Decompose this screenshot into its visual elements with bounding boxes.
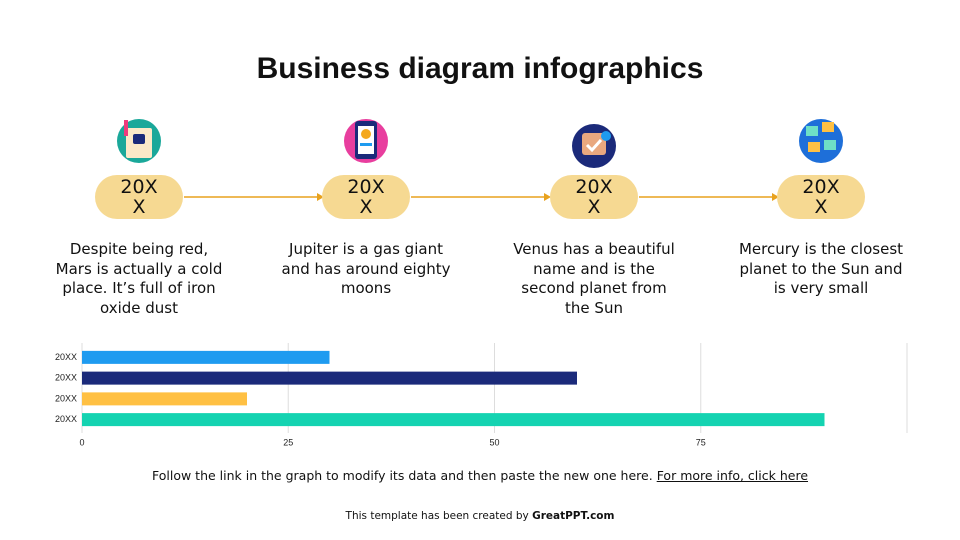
x-tick-label: 0 xyxy=(79,437,84,447)
credit-text: This template has been created by xyxy=(345,510,529,522)
year-label: 20XX xyxy=(575,176,613,218)
footer: Follow the link in the graph to modify i… xyxy=(0,468,960,483)
arrows xyxy=(184,193,779,201)
description: Venus has a beautiful name and is the se… xyxy=(513,240,675,317)
year-label: 20XX xyxy=(120,176,158,218)
credit-brand: GreatPPT.com xyxy=(532,510,615,522)
bar xyxy=(82,392,247,406)
year-pill: 20XX xyxy=(550,175,638,219)
icons xyxy=(117,119,843,168)
x-tick-label: 25 xyxy=(283,437,293,447)
footer-note: Follow the link in the graph to modify i… xyxy=(151,468,653,483)
year-pill: 20XX xyxy=(95,175,183,219)
x-tick-label: 50 xyxy=(489,437,499,447)
credit: This template has been created by GreatP… xyxy=(0,510,960,522)
y-tick-label: 20XX xyxy=(55,373,77,383)
description: Mercury is the closest planet to the Sun… xyxy=(738,240,904,297)
bar xyxy=(82,350,330,364)
footer-link[interactable]: For more info, click here xyxy=(656,468,809,483)
bar xyxy=(82,371,577,385)
year-label: 20XX xyxy=(347,176,385,218)
year-pill: 20XX xyxy=(322,175,410,219)
year-label: 20XX xyxy=(802,176,840,218)
description: Despite being red, Mars is actually a co… xyxy=(55,240,223,317)
title: Business diagram infographics xyxy=(256,52,704,85)
description: Jupiter is a gas giant and has around ei… xyxy=(281,240,451,297)
y-tick-label: 20XX xyxy=(55,414,77,424)
year-pill: 20XX xyxy=(777,175,865,219)
y-tick-label: 20XX xyxy=(55,393,77,403)
bar xyxy=(82,413,825,427)
x-tick-label: 75 xyxy=(696,437,706,447)
y-tick-label: 20XX xyxy=(55,352,77,362)
